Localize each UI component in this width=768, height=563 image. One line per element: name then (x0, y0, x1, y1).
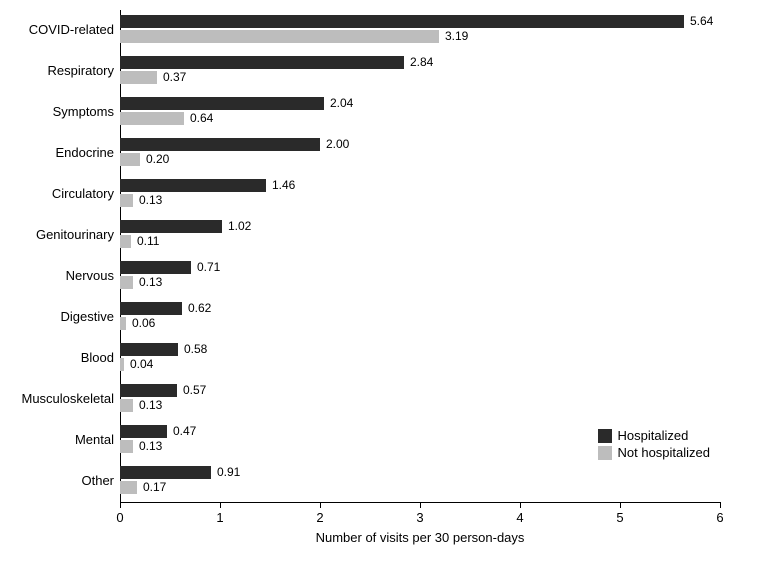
x-tick (320, 502, 321, 508)
legend-swatch (598, 446, 612, 460)
bar (120, 261, 191, 274)
value-label: 0.11 (137, 234, 159, 248)
category-label: Other (81, 473, 114, 488)
bar (120, 440, 133, 453)
bar (120, 71, 157, 84)
x-axis-label: Number of visits per 30 person-days (316, 530, 525, 545)
bar (120, 358, 124, 371)
bar (120, 138, 320, 151)
x-tick (220, 502, 221, 508)
value-label: 0.64 (190, 111, 213, 125)
category-label: Digestive (61, 309, 114, 324)
chart-container: Hospitalized Not hospitalized Number of v… (0, 0, 768, 563)
category-label: Circulatory (52, 186, 114, 201)
value-label: 0.91 (217, 465, 240, 479)
bar (120, 194, 133, 207)
x-tick-label: 4 (516, 510, 523, 525)
bar (120, 235, 131, 248)
value-label: 0.13 (139, 398, 162, 412)
x-tick-label: 0 (116, 510, 123, 525)
legend-item: Not hospitalized (598, 445, 711, 460)
category-label: Mental (75, 432, 114, 447)
x-tick (520, 502, 521, 508)
legend-label: Hospitalized (618, 428, 689, 443)
value-label: 0.47 (173, 424, 196, 438)
value-label: 2.84 (410, 55, 433, 69)
bar (120, 399, 133, 412)
legend: Hospitalized Not hospitalized (598, 428, 711, 462)
value-label: 5.64 (690, 14, 713, 28)
x-tick-label: 2 (316, 510, 323, 525)
bar (120, 384, 177, 397)
bar (120, 97, 324, 110)
category-label: Nervous (66, 268, 114, 283)
value-label: 0.13 (139, 275, 162, 289)
x-tick-label: 1 (216, 510, 223, 525)
bar (120, 466, 211, 479)
legend-label: Not hospitalized (618, 445, 711, 460)
value-label: 0.71 (197, 260, 220, 274)
value-label: 0.13 (139, 193, 162, 207)
category-label: Musculoskeletal (22, 391, 115, 406)
category-label: Genitourinary (36, 227, 114, 242)
bar (120, 30, 439, 43)
value-label: 1.02 (228, 219, 251, 233)
x-tick (720, 502, 721, 508)
value-label: 0.17 (143, 480, 166, 494)
bar (120, 153, 140, 166)
bar (120, 317, 126, 330)
bar (120, 15, 684, 28)
bar (120, 276, 133, 289)
category-label: COVID-related (29, 22, 114, 37)
value-label: 0.20 (146, 152, 169, 166)
bar (120, 425, 167, 438)
value-label: 2.04 (330, 96, 353, 110)
bar (120, 112, 184, 125)
x-tick-label: 5 (616, 510, 623, 525)
value-label: 1.46 (272, 178, 295, 192)
value-label: 0.62 (188, 301, 211, 315)
legend-item: Hospitalized (598, 428, 711, 443)
bar (120, 343, 178, 356)
value-label: 2.00 (326, 137, 349, 151)
bar (120, 302, 182, 315)
value-label: 3.19 (445, 29, 468, 43)
x-tick (620, 502, 621, 508)
category-label: Respiratory (48, 63, 114, 78)
x-tick (120, 502, 121, 508)
value-label: 0.06 (132, 316, 155, 330)
value-label: 0.57 (183, 383, 206, 397)
bar (120, 481, 137, 494)
category-label: Blood (81, 350, 114, 365)
x-tick-label: 3 (416, 510, 423, 525)
x-tick (420, 502, 421, 508)
bar (120, 220, 222, 233)
value-label: 0.37 (163, 70, 186, 84)
category-label: Symptoms (53, 104, 114, 119)
bar (120, 56, 404, 69)
category-label: Endocrine (55, 145, 114, 160)
legend-swatch (598, 429, 612, 443)
value-label: 0.13 (139, 439, 162, 453)
value-label: 0.04 (130, 357, 153, 371)
bar (120, 179, 266, 192)
value-label: 0.58 (184, 342, 207, 356)
x-tick-label: 6 (716, 510, 723, 525)
